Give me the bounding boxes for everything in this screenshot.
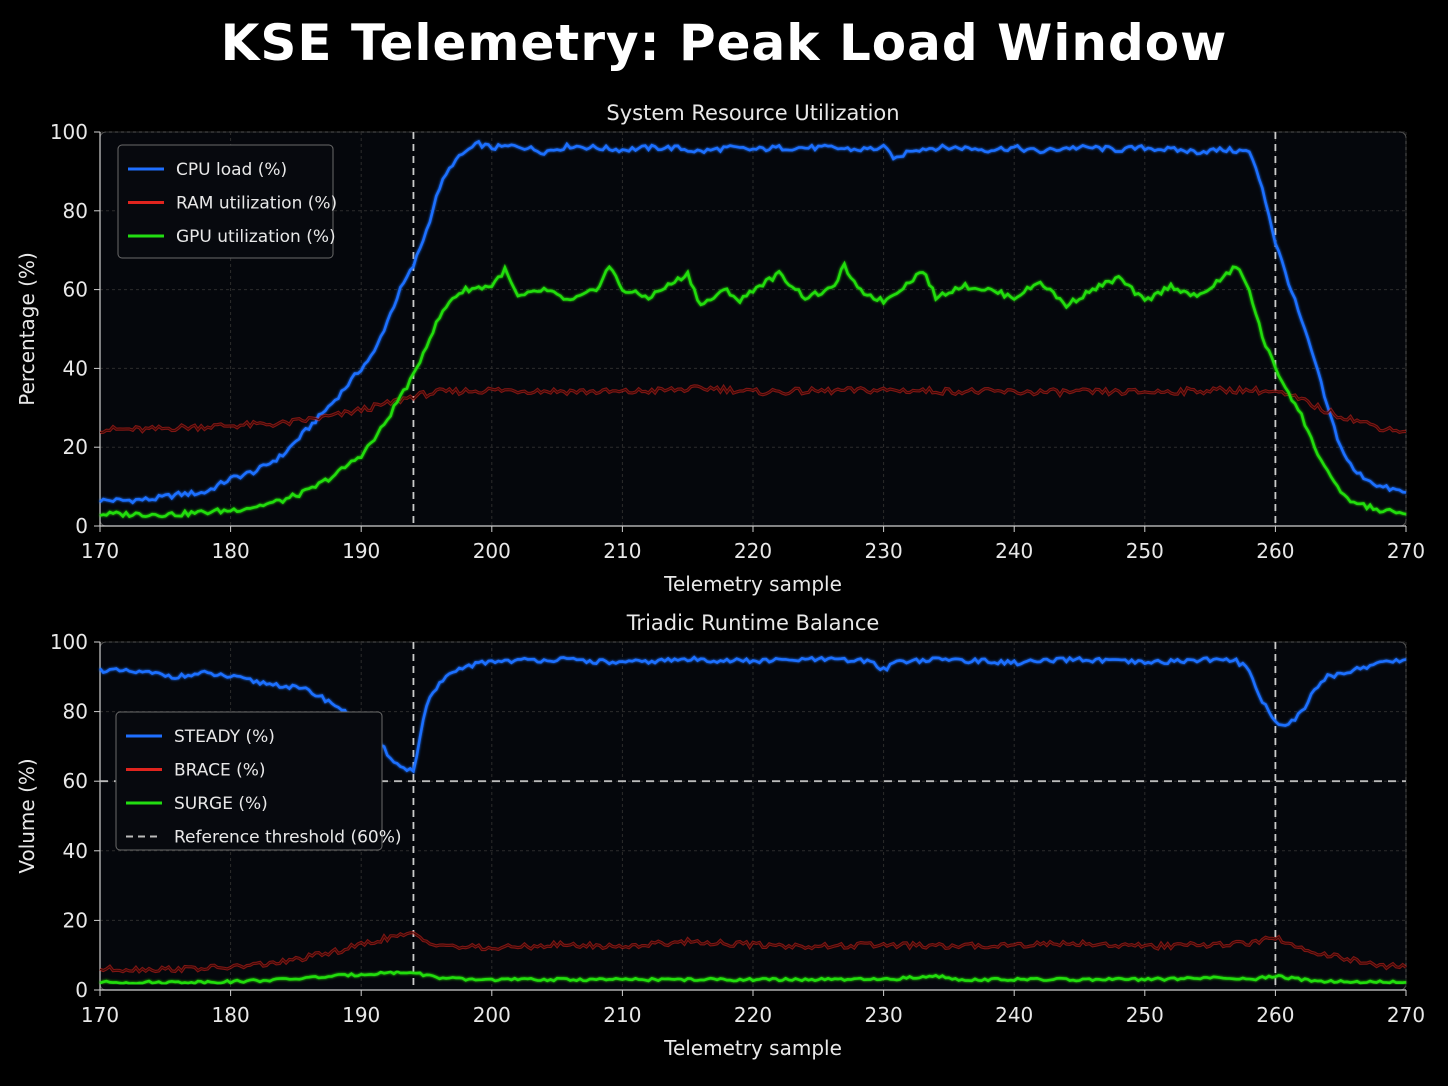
legend-box bbox=[117, 144, 334, 259]
x-tick-label: 180 bbox=[212, 1003, 250, 1027]
x-tick-label: 260 bbox=[1256, 1003, 1294, 1027]
chart-title: Triadic Runtime Balance bbox=[626, 611, 880, 635]
x-tick-label: 270 bbox=[1387, 1003, 1425, 1027]
x-tick-label: 250 bbox=[1126, 539, 1164, 563]
y-tick-label: 0 bbox=[75, 978, 88, 1002]
legend-label-gpu-utilization: GPU utilization (%) bbox=[176, 227, 336, 247]
chart-title: System Resource Utilization bbox=[606, 101, 899, 125]
x-tick-label: 170 bbox=[81, 539, 119, 563]
triadic-runtime-balance-panel: 170 180 190 200 210 220 230 240 250 260 270 0 20 40 60… bbox=[15, 611, 1425, 1060]
x-axis-label: Telemetry sample bbox=[663, 1036, 842, 1060]
y-tick-label: 60 bbox=[63, 769, 88, 793]
legend: STEADY (%) BRACE (%) SURGE (%) Reference th… bbox=[115, 711, 402, 851]
x-tick-label: 270 bbox=[1387, 539, 1425, 563]
x-tick-label: 190 bbox=[342, 1003, 380, 1027]
x-axis-label: Telemetry sample bbox=[663, 572, 842, 596]
series-line-surge bbox=[99, 970, 1407, 986]
legend-label-brace: BRACE (%) bbox=[174, 761, 266, 781]
page-title: KSE Telemetry: Peak Load Window bbox=[220, 14, 1228, 72]
y-tick-label: 20 bbox=[63, 908, 88, 932]
y-tick-label: 80 bbox=[63, 199, 88, 223]
x-tick-label: 220 bbox=[734, 539, 772, 563]
x-tick-label: 200 bbox=[473, 1003, 511, 1027]
x-tick-label: 210 bbox=[603, 1003, 641, 1027]
x-tick-label: 220 bbox=[734, 1003, 772, 1027]
x-tick-label: 210 bbox=[603, 539, 641, 563]
x-tick-label: 240 bbox=[995, 539, 1033, 563]
x-tick-label: 170 bbox=[81, 1003, 119, 1027]
series-line-steady bbox=[98, 655, 1407, 774]
legend-label-reference-threshold-60: Reference threshold (60%) bbox=[174, 828, 402, 848]
y-tick-label: 60 bbox=[63, 278, 88, 302]
legend-label-cpu-load: CPU load (%) bbox=[176, 160, 287, 180]
legend-label-steady: STEADY (%) bbox=[174, 727, 275, 747]
legend: CPU load (%) RAM utilization (%) GPU utili… bbox=[117, 144, 337, 259]
x-tick-label: 230 bbox=[865, 1003, 903, 1027]
y-tick-label: 80 bbox=[63, 700, 88, 724]
legend-label-ram-utilization: RAM utilization (%) bbox=[176, 194, 337, 214]
x-tick-label: 260 bbox=[1256, 539, 1294, 563]
series-line-brace-core bbox=[99, 932, 1407, 973]
y-tick-label: 40 bbox=[63, 356, 88, 380]
x-tick-label: 230 bbox=[865, 539, 903, 563]
x-tick-label: 250 bbox=[1126, 1003, 1164, 1027]
legend-label-surge: SURGE (%) bbox=[174, 794, 268, 814]
series-line-cpu-load bbox=[99, 139, 1407, 505]
x-tick-label: 190 bbox=[342, 539, 380, 563]
x-tick-label: 180 bbox=[212, 539, 250, 563]
system-resource-utilization-panel: 170 180 190 200 210 220 230 240 250 260 270 0 20 40 60… bbox=[15, 101, 1425, 596]
y-tick-label: 40 bbox=[63, 839, 88, 863]
y-tick-label: 0 bbox=[75, 514, 88, 538]
y-tick-label: 100 bbox=[50, 630, 88, 654]
y-tick-label: 20 bbox=[63, 435, 88, 459]
series-line-ram-utilization-core bbox=[99, 385, 1407, 433]
y-tick-label: 100 bbox=[50, 120, 88, 144]
x-tick-label: 200 bbox=[473, 539, 511, 563]
y-axis-label: Percentage (%) bbox=[15, 252, 39, 405]
series-line-gpu-utilization bbox=[99, 260, 1407, 519]
legend-box bbox=[115, 711, 383, 851]
x-tick-label: 240 bbox=[995, 1003, 1033, 1027]
y-axis-label: Volume (%) bbox=[15, 758, 39, 873]
